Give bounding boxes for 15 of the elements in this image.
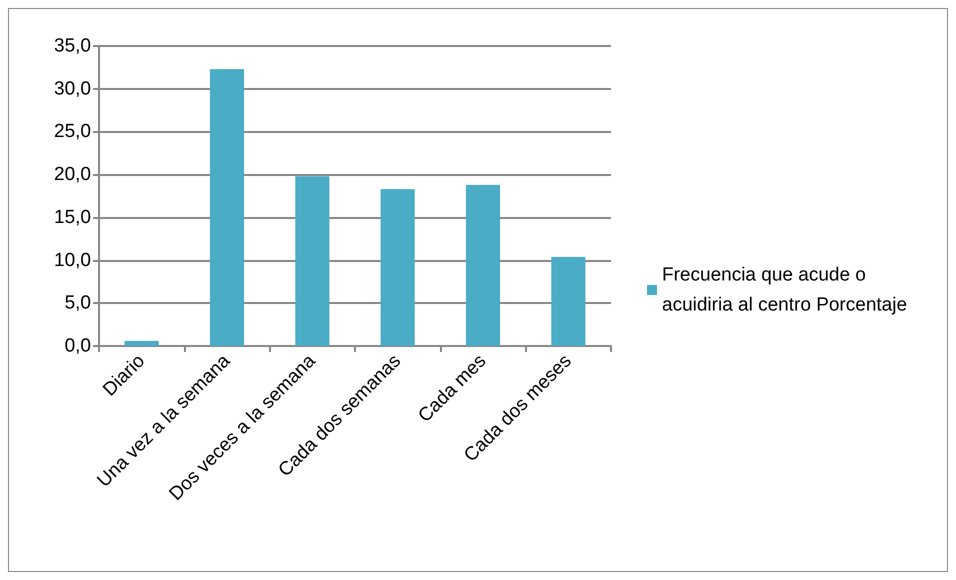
bar bbox=[210, 69, 244, 346]
bar bbox=[295, 176, 330, 346]
legend-label: Frecuencia que acude o acuidiria al centro Porcentaje bbox=[662, 264, 908, 316]
y-tick-label: 30,0 bbox=[54, 78, 91, 100]
bar bbox=[380, 189, 415, 346]
y-tick-label: 0,0 bbox=[64, 336, 91, 356]
y-tick-label: 10,0 bbox=[54, 250, 91, 271]
y-tick-label: 5,0 bbox=[64, 292, 91, 314]
bar bbox=[466, 184, 500, 346]
y-tick-label: 35,0 bbox=[54, 36, 91, 56]
bar bbox=[124, 340, 159, 346]
y-tick-label: 20,0 bbox=[54, 164, 91, 186]
bar bbox=[551, 256, 586, 346]
y-tick-label: 15,0 bbox=[54, 206, 91, 228]
y-tick-label: 25,0 bbox=[54, 121, 91, 142]
